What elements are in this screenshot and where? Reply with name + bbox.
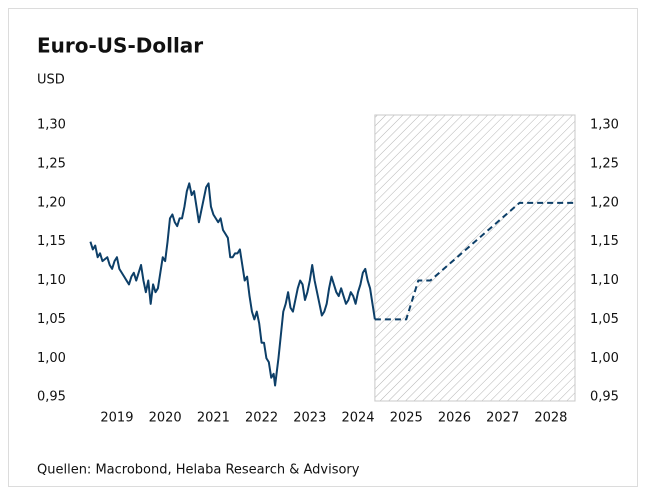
x-tick-label: 2022 [245, 411, 278, 426]
y-tick-label: 1,05 [37, 312, 66, 327]
chart-title: Euro-US-Dollar [37, 34, 203, 58]
forecast-region [374, 114, 576, 402]
y2-tick-label: 1,30 [590, 118, 619, 133]
y-tick-label: 1,20 [37, 195, 66, 210]
y-tick-label: 1,15 [37, 234, 66, 249]
y2-tick-label: 1,05 [590, 312, 619, 327]
x-tick-label: 2028 [534, 411, 567, 426]
x-tick-label: 2023 [293, 411, 326, 426]
y2-tick-label: 0,95 [590, 390, 619, 405]
source: Quellen: Macrobond, Helaba Research & Ad… [37, 463, 360, 478]
x-tick-label: 2026 [438, 411, 471, 426]
x-tick-label: 2024 [341, 411, 374, 426]
y-tick-label: 1,30 [37, 118, 66, 133]
y2-tick-label: 1,10 [590, 273, 619, 288]
forecast-line [374, 201, 575, 321]
y2-tick-label: 1,20 [590, 195, 619, 210]
subtitle: USD [37, 73, 65, 88]
history-line [89, 182, 376, 387]
x-tick-label: 2021 [197, 411, 230, 426]
y2-tick-label: 1,25 [590, 156, 619, 171]
y-tick-label: 1,10 [37, 273, 66, 288]
x-tick-label: 2019 [100, 411, 133, 426]
y-tick-label: 1,25 [37, 156, 66, 171]
y2-tick-label: 1,15 [590, 234, 619, 249]
x-tick-label: 2027 [486, 411, 519, 426]
y-tick-label: 1,00 [37, 351, 66, 366]
x-tick-label: 2025 [390, 411, 423, 426]
y2-tick-label: 1,00 [590, 351, 619, 366]
x-tick-label: 2020 [149, 411, 182, 426]
y-tick-label: 0,95 [37, 390, 66, 405]
